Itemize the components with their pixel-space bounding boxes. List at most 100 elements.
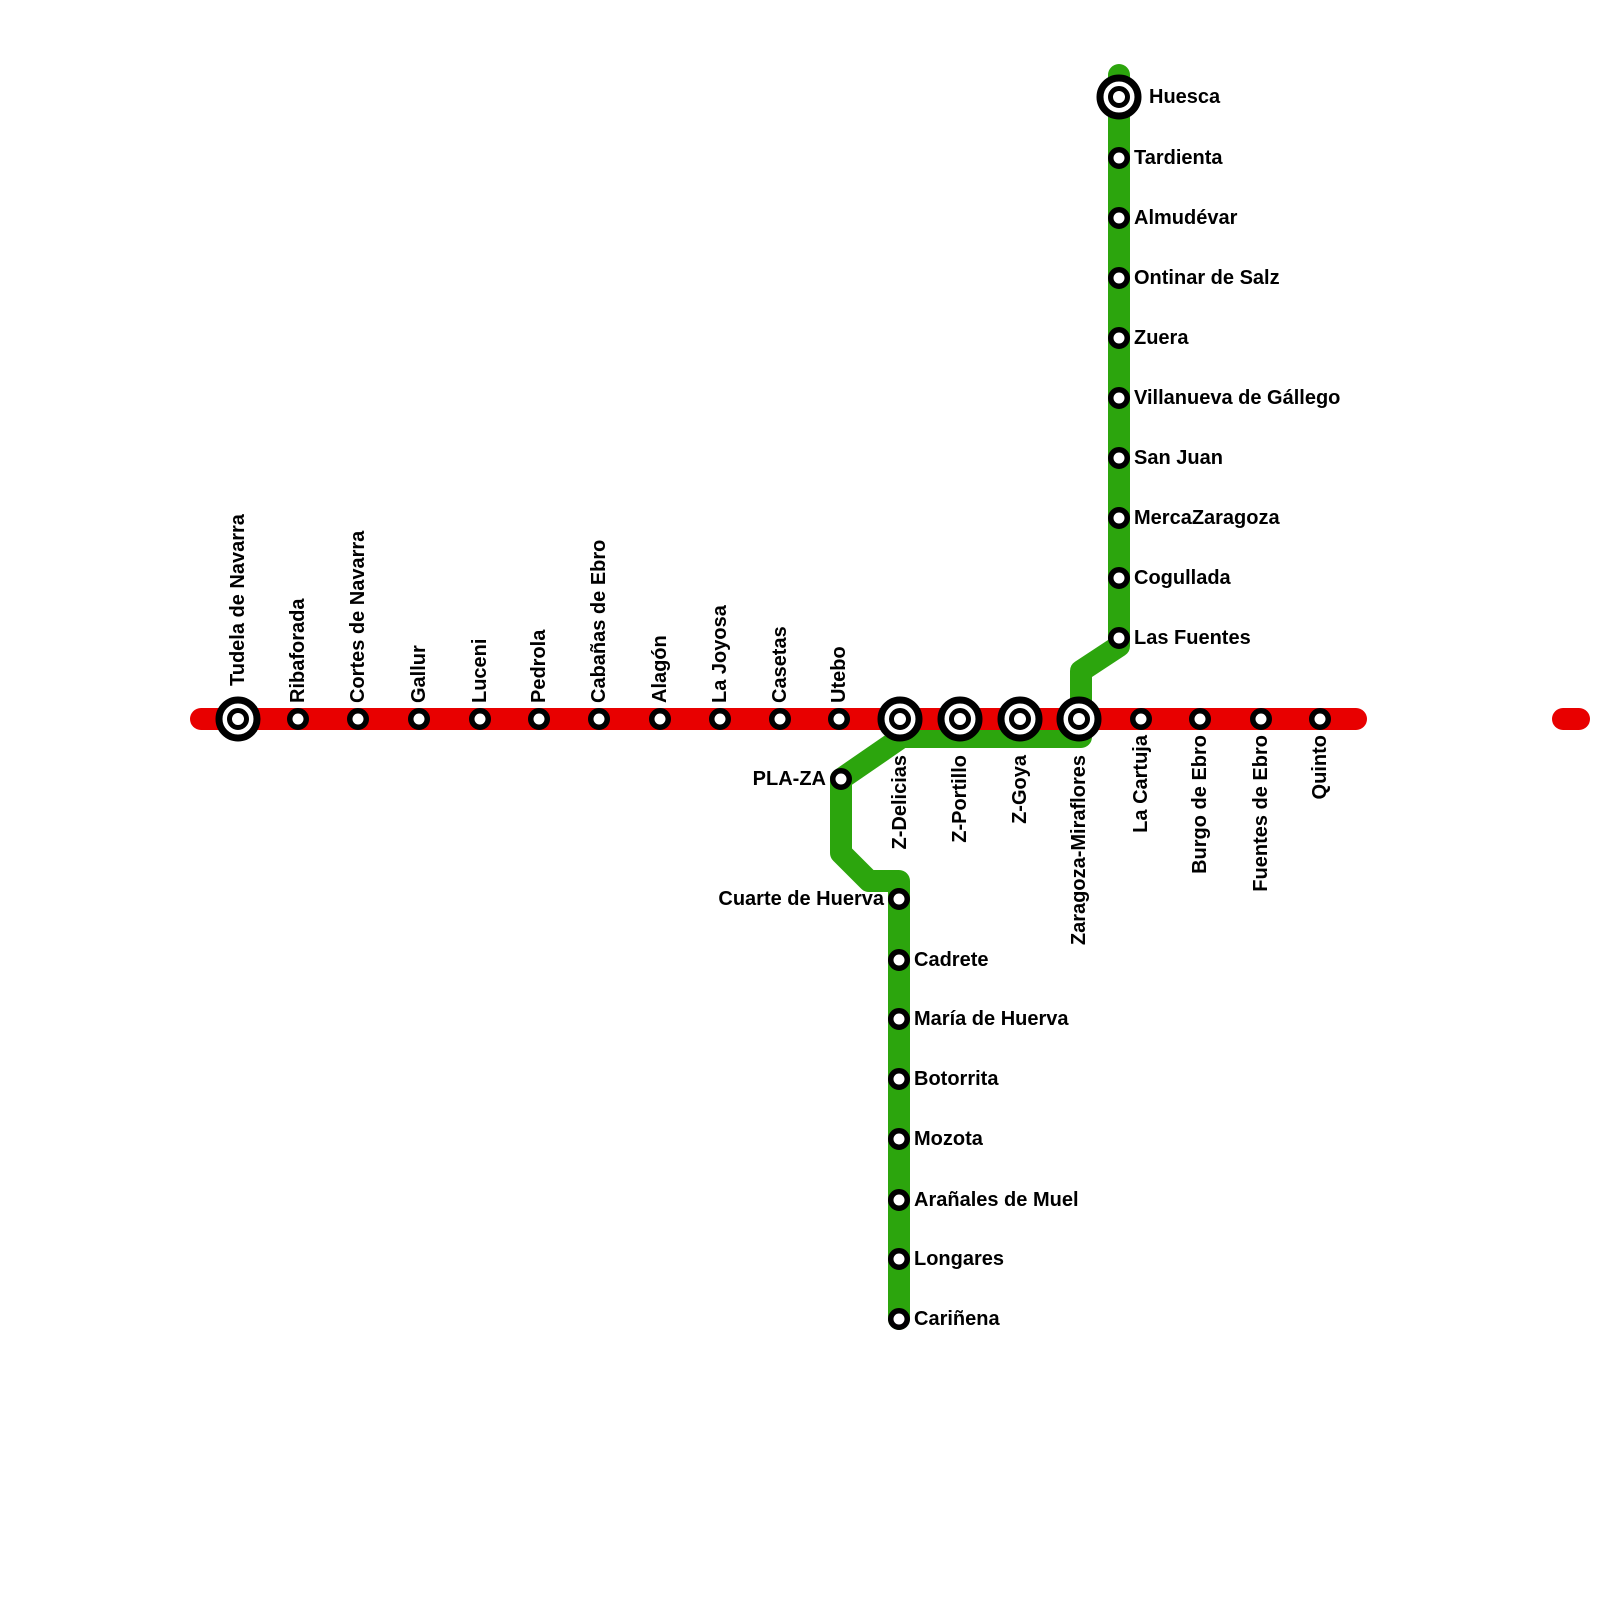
- station-label-casetas: Casetas: [769, 626, 791, 703]
- station-label-pedrola: Pedrola: [528, 629, 550, 703]
- station-label-quinto: Quinto: [1309, 735, 1331, 799]
- station-mercazaragoza[interactable]: [1108, 507, 1130, 529]
- station-label-carinena: Cariñena: [914, 1308, 1000, 1330]
- station-mozota[interactable]: [888, 1128, 910, 1150]
- station-aranales-de-muel[interactable]: [888, 1189, 910, 1211]
- station-marker: [888, 1128, 910, 1150]
- station-marker: [1108, 447, 1130, 469]
- station-label-botorrita: Botorrita: [914, 1068, 999, 1090]
- station-las-fuentes[interactable]: [1108, 627, 1130, 649]
- interchange-marker-inner-ring: [1108, 86, 1130, 108]
- station-z-goya[interactable]: [997, 696, 1043, 742]
- station-carinena[interactable]: [888, 1308, 910, 1330]
- station-label-burgo-de-ebro: Burgo de Ebro: [1189, 735, 1211, 874]
- station-casetas[interactable]: [769, 708, 791, 730]
- station-fuentes-de-ebro[interactable]: [1250, 708, 1272, 730]
- station-quinto[interactable]: [1309, 708, 1331, 730]
- station-ribaforada[interactable]: [287, 708, 309, 730]
- station-marker: [1309, 708, 1331, 730]
- interchange-marker-inner-ring: [227, 708, 249, 730]
- station-villanueva-de-gallego[interactable]: [1108, 387, 1130, 409]
- station-luceni[interactable]: [469, 708, 491, 730]
- station-marker: [1108, 147, 1130, 169]
- station-label-mercazaragoza: MercaZaragoza: [1134, 507, 1280, 529]
- station-marker: [1108, 267, 1130, 289]
- station-label-pla-za: PLA-ZA: [753, 768, 826, 790]
- station-zaragoza-miraflores[interactable]: [1056, 696, 1102, 742]
- station-label-la-cartuja: La Cartuja: [1130, 734, 1152, 833]
- station-marker: [1108, 327, 1130, 349]
- station-marker: [1189, 708, 1211, 730]
- interchange-marker-inner-ring: [1068, 708, 1090, 730]
- station-label-almudevar: Almudévar: [1134, 207, 1238, 229]
- station-label-z-goya: Z-Goya: [1009, 754, 1031, 824]
- station-label-san-juan: San Juan: [1134, 447, 1223, 469]
- station-marker: [1108, 207, 1130, 229]
- station-marker: [1108, 567, 1130, 589]
- station-marker: [709, 708, 731, 730]
- station-burgo-de-ebro[interactable]: [1189, 708, 1211, 730]
- station-pedrola[interactable]: [528, 708, 550, 730]
- station-label-longares: Longares: [914, 1248, 1004, 1270]
- station-marker: [469, 708, 491, 730]
- station-cortes-de-navarra[interactable]: [347, 708, 369, 730]
- station-label-mozota: Mozota: [914, 1128, 984, 1150]
- station-z-delicias[interactable]: [877, 696, 923, 742]
- station-utebo[interactable]: [828, 708, 850, 730]
- station-la-joyosa[interactable]: [709, 708, 731, 730]
- station-label-z-delicias: Z-Delicias: [889, 755, 911, 849]
- station-gallur[interactable]: [408, 708, 430, 730]
- station-cadrete[interactable]: [888, 949, 910, 971]
- station-marker: [828, 708, 850, 730]
- station-alagon[interactable]: [649, 708, 671, 730]
- station-san-juan[interactable]: [1108, 447, 1130, 469]
- station-label-cabanas-de-ebro: Cabañas de Ebro: [588, 540, 610, 703]
- station-marker: [1108, 507, 1130, 529]
- station-label-fuentes-de-ebro: Fuentes de Ebro: [1250, 735, 1272, 892]
- station-longares[interactable]: [888, 1248, 910, 1270]
- station-marker: [888, 1068, 910, 1090]
- station-marker: [1108, 627, 1130, 649]
- station-label-ribaforada: Ribaforada: [287, 598, 309, 703]
- station-marker: [888, 1008, 910, 1030]
- station-marker: [888, 1248, 910, 1270]
- station-marker: [408, 708, 430, 730]
- station-botorrita[interactable]: [888, 1068, 910, 1090]
- station-label-gallur: Gallur: [408, 645, 430, 703]
- station-label-cortes-de-navarra: Cortes de Navarra: [347, 530, 369, 703]
- station-zuera[interactable]: [1108, 327, 1130, 349]
- station-cabanas-de-ebro[interactable]: [588, 708, 610, 730]
- station-cogullada[interactable]: [1108, 567, 1130, 589]
- station-marker: [1250, 708, 1272, 730]
- station-tardienta[interactable]: [1108, 147, 1130, 169]
- station-marker: [830, 768, 852, 790]
- station-label-z-portillo: Z-Portillo: [949, 755, 971, 843]
- station-label-maria-de-huerva: María de Huerva: [914, 1008, 1069, 1030]
- station-cuarte-de-huerva[interactable]: [888, 888, 910, 910]
- station-label-cuarte-de-huerva: Cuarte de Huerva: [718, 888, 884, 910]
- station-label-cogullada: Cogullada: [1134, 567, 1232, 589]
- station-maria-de-huerva[interactable]: [888, 1008, 910, 1030]
- station-marker: [588, 708, 610, 730]
- station-tudela-de-navarra[interactable]: [215, 696, 261, 742]
- station-marker: [1130, 708, 1152, 730]
- station-pla-za[interactable]: [830, 768, 852, 790]
- station-label-utebo: Utebo: [828, 646, 850, 703]
- station-label-tudela-de-navarra: Tudela de Navarra: [227, 513, 249, 686]
- station-marker: [888, 949, 910, 971]
- station-ontinar-de-salz[interactable]: [1108, 267, 1130, 289]
- station-label-las-fuentes: Las Fuentes: [1134, 627, 1251, 649]
- interchange-marker-inner-ring: [949, 708, 971, 730]
- station-label-tardienta: Tardienta: [1134, 147, 1223, 169]
- station-huesca[interactable]: [1096, 74, 1142, 120]
- station-z-portillo[interactable]: [937, 696, 983, 742]
- station-label-villanueva-de-gallego: Villanueva de Gállego: [1134, 387, 1340, 409]
- station-almudevar[interactable]: [1108, 207, 1130, 229]
- station-marker: [649, 708, 671, 730]
- station-label-alagon: Alagón: [649, 635, 671, 703]
- station-label-zuera: Zuera: [1134, 327, 1189, 349]
- station-la-cartuja[interactable]: [1130, 708, 1152, 730]
- station-marker: [347, 708, 369, 730]
